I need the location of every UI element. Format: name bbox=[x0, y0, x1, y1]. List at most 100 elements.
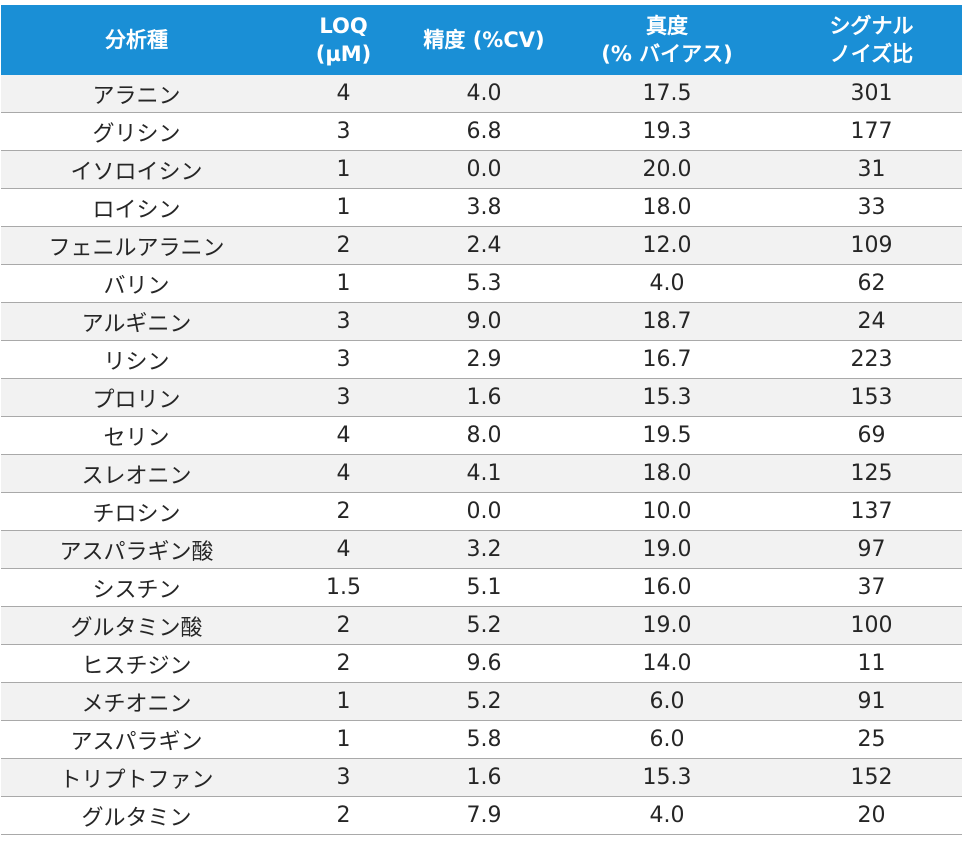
accuracy-cell: 19.5 bbox=[553, 416, 781, 455]
loq-cell: 2 bbox=[272, 796, 415, 835]
table-row: バリン 1 5.3 4.0 62 bbox=[1, 264, 962, 303]
accuracy-cell: 19.3 bbox=[553, 112, 781, 151]
accuracy-cell: 19.0 bbox=[553, 606, 781, 645]
snr-cell: 100 bbox=[781, 606, 962, 645]
accuracy-cell: 6.0 bbox=[553, 682, 781, 721]
precision-cell: 5.8 bbox=[415, 720, 553, 759]
table-row: メチオニン 1 5.2 6.0 91 bbox=[1, 682, 962, 721]
precision-cell: 9.0 bbox=[415, 302, 553, 341]
table-row: グルタミン酸 2 5.2 19.0 100 bbox=[1, 606, 962, 645]
loq-cell: 4 bbox=[272, 75, 415, 113]
analyte-cell: イソロイシン bbox=[1, 150, 272, 189]
header-accuracy: 真度 (% バイアス) bbox=[553, 5, 781, 75]
table-row: アスパラギン 1 5.8 6.0 25 bbox=[1, 720, 962, 759]
table-row: アスパラギン酸 4 3.2 19.0 97 bbox=[1, 530, 962, 569]
precision-cell: 0.0 bbox=[415, 150, 553, 189]
snr-cell: 177 bbox=[781, 112, 962, 151]
snr-cell: 37 bbox=[781, 568, 962, 607]
loq-cell: 1.5 bbox=[272, 568, 415, 607]
accuracy-cell: 16.7 bbox=[553, 340, 781, 379]
snr-cell: 62 bbox=[781, 264, 962, 303]
loq-cell: 1 bbox=[272, 264, 415, 303]
loq-cell: 3 bbox=[272, 758, 415, 797]
analyte-cell: グルタミン酸 bbox=[1, 606, 272, 645]
precision-cell: 3.8 bbox=[415, 188, 553, 227]
analyte-cell: リシン bbox=[1, 340, 272, 379]
analyte-cell: バリン bbox=[1, 264, 272, 303]
loq-cell: 3 bbox=[272, 340, 415, 379]
header-precision-line: 精度 (%CV) bbox=[423, 28, 545, 52]
analyte-cell: ロイシン bbox=[1, 188, 272, 227]
precision-cell: 9.6 bbox=[415, 644, 553, 683]
precision-cell: 0.0 bbox=[415, 492, 553, 531]
header-loq-line1: LOQ bbox=[319, 14, 368, 38]
snr-cell: 11 bbox=[781, 644, 962, 683]
table-row: アラニン 4 4.0 17.5 301 bbox=[1, 75, 962, 113]
accuracy-cell: 4.0 bbox=[553, 796, 781, 835]
table-row: イソロイシン 1 0.0 20.0 31 bbox=[1, 150, 962, 189]
table-row: スレオニン 4 4.1 18.0 125 bbox=[1, 454, 962, 493]
analyte-cell: トリプトファン bbox=[1, 758, 272, 797]
snr-cell: 24 bbox=[781, 302, 962, 341]
precision-cell: 5.2 bbox=[415, 606, 553, 645]
analyte-cell: アラニン bbox=[1, 75, 272, 113]
accuracy-cell: 14.0 bbox=[553, 644, 781, 683]
table-header: 分析種 LOQ (µM) 精度 (%CV) 真度 (% バイアス) シグナル ノ… bbox=[1, 5, 962, 75]
precision-cell: 6.8 bbox=[415, 112, 553, 151]
accuracy-cell: 16.0 bbox=[553, 568, 781, 607]
loq-cell: 1 bbox=[272, 188, 415, 227]
precision-cell: 8.0 bbox=[415, 416, 553, 455]
table-row: フェニルアラニン 2 2.4 12.0 109 bbox=[1, 226, 962, 265]
snr-cell: 152 bbox=[781, 758, 962, 797]
header-loq-line2: (µM) bbox=[315, 42, 372, 66]
accuracy-cell: 6.0 bbox=[553, 720, 781, 759]
header-analyte: 分析種 bbox=[1, 5, 272, 75]
snr-cell: 91 bbox=[781, 682, 962, 721]
table-row: グルタミン 2 7.9 4.0 20 bbox=[1, 796, 962, 835]
analyte-cell: ヒスチジン bbox=[1, 644, 272, 683]
header-loq: LOQ (µM) bbox=[272, 5, 415, 75]
precision-cell: 1.6 bbox=[415, 378, 553, 417]
loq-cell: 2 bbox=[272, 644, 415, 683]
loq-cell: 1 bbox=[272, 720, 415, 759]
analyte-cell: グリシン bbox=[1, 112, 272, 151]
analyte-cell: アルギニン bbox=[1, 302, 272, 341]
snr-cell: 137 bbox=[781, 492, 962, 531]
analyte-cell: フェニルアラニン bbox=[1, 226, 272, 265]
loq-cell: 2 bbox=[272, 492, 415, 531]
table-row: チロシン 2 0.0 10.0 137 bbox=[1, 492, 962, 531]
precision-cell: 4.1 bbox=[415, 454, 553, 493]
snr-cell: 31 bbox=[781, 150, 962, 189]
accuracy-cell: 18.7 bbox=[553, 302, 781, 341]
snr-cell: 97 bbox=[781, 530, 962, 569]
snr-cell: 33 bbox=[781, 188, 962, 227]
accuracy-cell: 18.0 bbox=[553, 188, 781, 227]
analyte-cell: セリン bbox=[1, 416, 272, 455]
precision-cell: 2.4 bbox=[415, 226, 553, 265]
accuracy-cell: 19.0 bbox=[553, 530, 781, 569]
accuracy-cell: 20.0 bbox=[553, 150, 781, 189]
accuracy-cell: 17.5 bbox=[553, 75, 781, 113]
precision-cell: 5.3 bbox=[415, 264, 553, 303]
snr-cell: 25 bbox=[781, 720, 962, 759]
precision-cell: 2.9 bbox=[415, 340, 553, 379]
analyte-cell: アスパラギン bbox=[1, 720, 272, 759]
header-accuracy-line1: 真度 bbox=[646, 14, 688, 38]
table-row: トリプトファン 3 1.6 15.3 152 bbox=[1, 758, 962, 797]
accuracy-cell: 12.0 bbox=[553, 226, 781, 265]
snr-cell: 125 bbox=[781, 454, 962, 493]
loq-cell: 4 bbox=[272, 416, 415, 455]
loq-cell: 1 bbox=[272, 150, 415, 189]
table-row: ロイシン 1 3.8 18.0 33 bbox=[1, 188, 962, 227]
table-body: アラニン 4 4.0 17.5 301 グリシン 3 6.8 19.3 177 イソロイシン 1 0… bbox=[1, 75, 962, 835]
accuracy-cell: 10.0 bbox=[553, 492, 781, 531]
table-row: ヒスチジン 2 9.6 14.0 11 bbox=[1, 644, 962, 683]
analyte-cell: メチオニン bbox=[1, 682, 272, 721]
loq-cell: 3 bbox=[272, 302, 415, 341]
snr-cell: 69 bbox=[781, 416, 962, 455]
analyte-cell: スレオニン bbox=[1, 454, 272, 493]
analyte-cell: チロシン bbox=[1, 492, 272, 531]
analyte-cell: シスチン bbox=[1, 568, 272, 607]
table-row: グリシン 3 6.8 19.3 177 bbox=[1, 112, 962, 151]
snr-cell: 153 bbox=[781, 378, 962, 417]
